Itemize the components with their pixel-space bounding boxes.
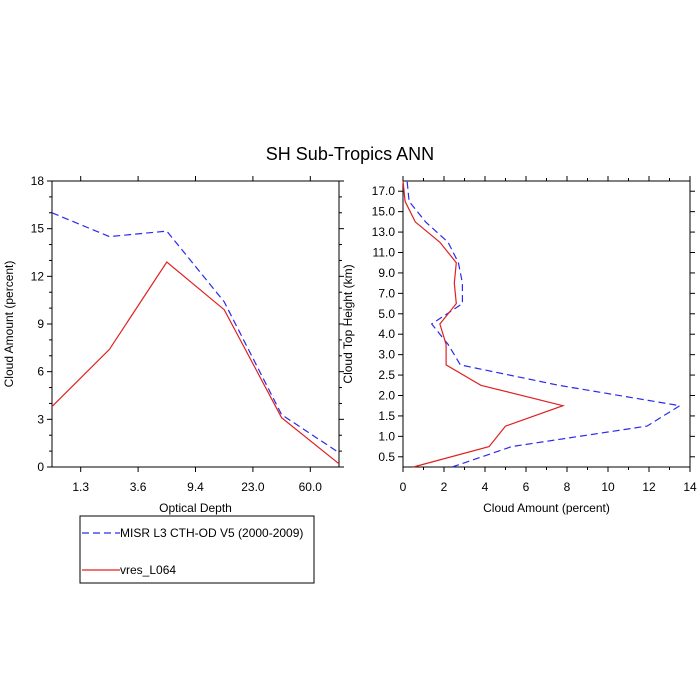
- left-y-tick-label: 6: [37, 365, 44, 379]
- legend-label-misr: MISR L3 CTH-OD V5 (2000-2009): [120, 526, 303, 540]
- left-series-line-0: [51, 212, 340, 454]
- legend-box: [79, 515, 315, 584]
- left-y-tick-label: 18: [31, 174, 45, 188]
- right-plot-frame: [402, 180, 691, 468]
- right-y-tick-label: 9.0: [378, 266, 395, 280]
- left-x-tick-label: 3.6: [130, 480, 147, 494]
- left-x-axis-title: Optical Depth: [159, 501, 232, 515]
- left-y-tick-label: 0: [37, 460, 44, 474]
- right-x-tick-label: 4: [482, 480, 489, 494]
- legend: MISR L3 CTH-OD V5 (2000-2009) vres_L064: [79, 515, 315, 584]
- left-y-axis-title: Cloud Amount (percent): [2, 261, 16, 388]
- right-y-tick-label: 4.0: [378, 327, 395, 341]
- right-x-tick-label: 8: [564, 480, 571, 494]
- right-y-axis-title: Cloud Top Height (km): [341, 264, 355, 383]
- right-y-tick-label: 0.5: [378, 450, 395, 464]
- right-y-tick-label: 2.5: [378, 368, 395, 382]
- right-y-tick-label: 7.0: [378, 286, 395, 300]
- right-y-tick-label: 17.0: [372, 184, 396, 198]
- right-y-tick-label: 2.0: [378, 389, 395, 403]
- left-x-tick-label: 60.0: [299, 480, 323, 494]
- right-x-tick-label: 10: [601, 480, 615, 494]
- legend-label-model: vres_L064: [120, 563, 176, 577]
- left-y-tick-label: 12: [31, 269, 45, 283]
- right-series-line-0: [406, 180, 682, 468]
- right-panel: 0 2 4 6 8 10 12 14 0.5 1.0 1.5 2.0 2.5 3.0 4.0 5.0 7.0 9.…: [341, 176, 697, 515]
- right-x-tick-label: 0: [400, 480, 407, 494]
- left-panel: 0 3 6 9 12 15 18 1.3 3.6 9.4 23.0 60.0 Optical Depth…: [2, 174, 344, 515]
- right-x-tick-label: 14: [683, 480, 697, 494]
- right-y-tick-label: 1.5: [378, 409, 395, 423]
- right-y-tick-label: 13.0: [372, 225, 396, 239]
- chart-title: SH Sub-Tropics ANN: [266, 144, 434, 164]
- left-y-tick-label: 3: [37, 412, 44, 426]
- left-y-tick-label: 15: [31, 222, 45, 236]
- left-series-line-1: [51, 261, 340, 465]
- right-y-tick-label: 5.0: [378, 307, 395, 321]
- right-x-tick-label: 6: [523, 480, 530, 494]
- left-x-tick-label: 9.4: [187, 480, 204, 494]
- right-x-axis-title: Cloud Amount (percent): [483, 501, 610, 515]
- right-x-tick-label: 2: [441, 480, 448, 494]
- right-y-tick-label: 3.0: [378, 348, 395, 362]
- right-series-line-1: [402, 180, 565, 468]
- right-y-tick-label: 1.0: [378, 429, 395, 443]
- left-x-tick-label: 1.3: [72, 480, 89, 494]
- right-y-tick-label: 15.0: [372, 205, 396, 219]
- right-x-tick-label: 12: [642, 480, 656, 494]
- left-y-tick-label: 9: [37, 317, 44, 331]
- right-y-tick-label: 11.0: [373, 246, 396, 260]
- left-x-tick-label: 23.0: [241, 480, 265, 494]
